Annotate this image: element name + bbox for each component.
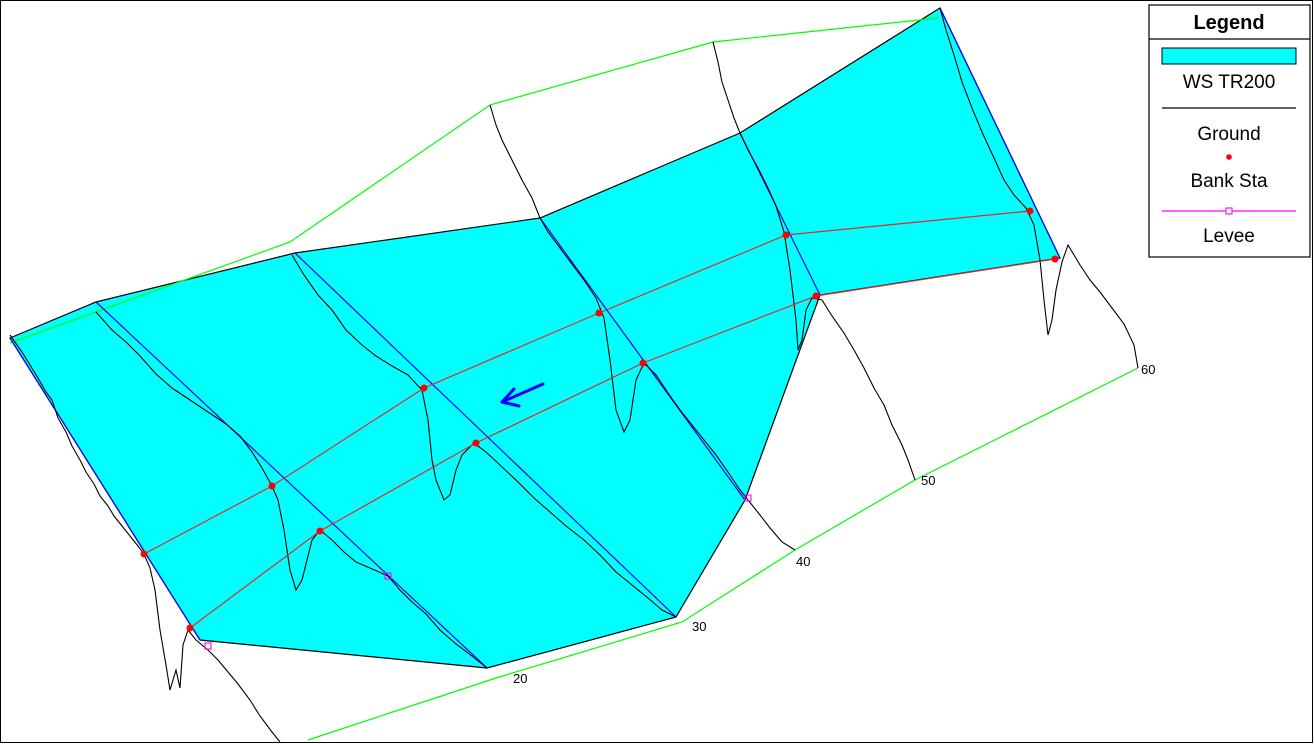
bank-station-point xyxy=(316,527,324,535)
water-surface-polygon xyxy=(9,7,1061,669)
bank-lines xyxy=(143,210,1056,629)
station-label: 30 xyxy=(692,619,706,634)
bank-stations xyxy=(140,207,1059,632)
legend-swatch-water-surface xyxy=(1161,47,1297,65)
water-surface-area xyxy=(9,7,1061,669)
station-label: 50 xyxy=(921,473,935,488)
bank-station-point xyxy=(472,439,480,447)
ground-profile xyxy=(291,254,677,618)
ground-profile xyxy=(95,311,488,669)
levee-markers xyxy=(204,494,752,650)
cross-section-line xyxy=(939,7,1061,259)
legend-label-levee: Levee xyxy=(1203,226,1255,247)
station-label: 20 xyxy=(513,671,527,686)
cross-section-line xyxy=(294,252,677,618)
flow-arrow-head xyxy=(500,387,521,408)
cross-section-line xyxy=(95,301,488,669)
cross-section-line xyxy=(9,337,201,641)
station-labels: 20 30 40 50 60 xyxy=(513,362,1155,686)
legend-label-water-surface: WS TR200 xyxy=(1183,72,1276,93)
bank-station-point xyxy=(268,482,276,490)
bank-station-point xyxy=(595,309,603,317)
legend-title: Legend xyxy=(1193,12,1264,34)
levee-marker xyxy=(204,642,212,650)
arrow-icon xyxy=(500,382,545,408)
legend-label-ground: Ground xyxy=(1197,124,1260,145)
levee-marker xyxy=(384,572,392,580)
ground-profile xyxy=(489,104,796,551)
legend-box xyxy=(1148,4,1311,258)
station-label: 60 xyxy=(1141,362,1155,377)
cross-section-lines xyxy=(9,7,1061,669)
levee-marker xyxy=(744,494,752,502)
ground-profile xyxy=(939,7,1139,369)
reach-lower-outline xyxy=(307,367,1139,741)
bank-station-point xyxy=(1026,207,1034,215)
bank-station-point xyxy=(186,624,194,632)
legend-swatch-bank-station xyxy=(1226,154,1232,160)
legend-label-bank-station: Bank Sta xyxy=(1190,171,1268,192)
right-bank-line xyxy=(189,258,1056,629)
bank-station-point xyxy=(639,359,647,367)
legend: Legend WS TR200 Ground Bank Sta Levee xyxy=(1148,4,1311,258)
bank-station-point xyxy=(812,292,820,300)
bank-station-point xyxy=(140,550,148,558)
bank-station-point xyxy=(420,384,428,392)
station-label: 40 xyxy=(796,554,810,569)
bank-station-point xyxy=(782,231,790,239)
legend-swatch-levee-marker xyxy=(1225,207,1233,215)
cross-section-line xyxy=(539,217,746,501)
ground-profile xyxy=(712,41,916,481)
left-bank-line xyxy=(143,210,1031,555)
flow-arrow-shaft xyxy=(500,382,545,404)
bank-station-point xyxy=(1051,255,1059,263)
